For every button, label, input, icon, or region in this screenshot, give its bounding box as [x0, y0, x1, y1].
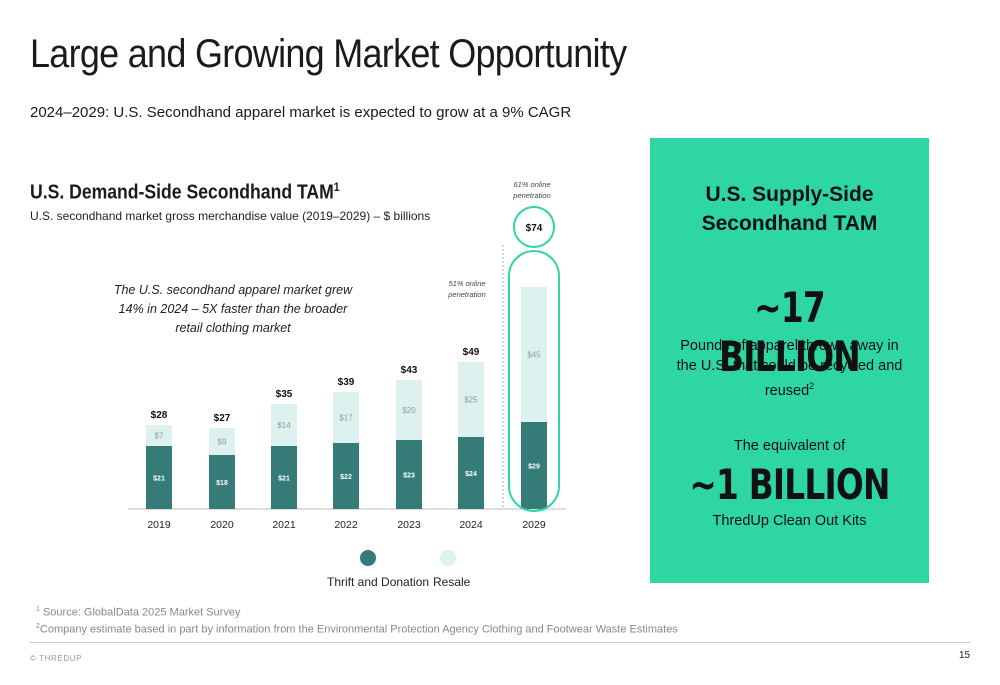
- bar-thrift-2020: [209, 455, 235, 509]
- footnote-1-text: Source: GlobalData 2025 Market Survey: [42, 606, 241, 619]
- footnote-1-marker: 1: [36, 606, 40, 613]
- x-tick-2021: 2021: [272, 519, 296, 531]
- label-resale-2019: $7: [155, 432, 164, 441]
- supply-title-line1: U.S. Supply-Side: [705, 183, 874, 206]
- x-tick-2024: 2024: [459, 519, 483, 531]
- bar-thrift-2022: [333, 443, 359, 509]
- bar-resale-2020: [209, 428, 235, 455]
- pounds-stat: ~17 BILLION: [719, 283, 861, 381]
- label-total-2022: $39: [338, 377, 355, 388]
- annotation-2024-penetration-line1: 51% online: [448, 279, 485, 288]
- label-resale-2024: $25: [464, 396, 478, 405]
- growth-callout: The U.S. secondhand apparel market grew …: [113, 283, 353, 335]
- label-total-2021: $35: [276, 389, 293, 400]
- label-total-2023: $43: [401, 365, 418, 376]
- kits-stat: ~1 BILLION: [689, 460, 890, 509]
- pounds-stat-description: Pounds of apparel thrown away in the U.S…: [670, 336, 909, 401]
- footnote-2: 2Company estimate based in part by infor…: [36, 623, 678, 636]
- label-thrift-2023: $23: [403, 473, 415, 480]
- pounds-desc-footnote-ref: 2: [809, 381, 815, 391]
- chart-subtitle: U.S. secondhand market gross merchandise…: [30, 209, 431, 223]
- x-tick-2023: 2023: [397, 519, 421, 531]
- label-total-2029: $74: [526, 223, 543, 234]
- legend-dot-thrift: [360, 550, 376, 566]
- supply-panel-title: U.S. Supply-Side Secondhand TAM: [650, 180, 929, 238]
- equivalent-label: The equivalent of: [733, 438, 846, 454]
- brand-copyright: © THREDUP: [30, 654, 83, 663]
- label-resale-2022: $17: [339, 414, 353, 423]
- bar-thrift-2021: [271, 446, 297, 509]
- supply-title-line2: Secondhand TAM: [701, 212, 878, 235]
- total-circle-2029: [513, 206, 555, 248]
- legend-label-resale: Resale: [433, 575, 471, 589]
- x-tick-2029: 2029: [522, 519, 546, 531]
- chart-title-text: U.S. Demand-Side Secondhand TAM: [30, 181, 334, 204]
- bar-thrift-2024: [458, 437, 484, 509]
- bar-thrift-2019: [146, 446, 172, 509]
- footnote-2-marker: 2: [36, 623, 40, 630]
- label-resale-2021: $14: [277, 421, 291, 430]
- label-total-2019: $28: [151, 410, 168, 421]
- highlight-outline-2029: [508, 250, 560, 512]
- slide-subtitle: 2024–2029: U.S. Secondhand apparel marke…: [30, 104, 572, 121]
- label-thrift-2019: $21: [153, 476, 165, 483]
- label-thrift-2029: $29: [528, 464, 540, 471]
- label-total-2020: $27: [214, 413, 231, 424]
- label-total-2024: $49: [463, 347, 480, 358]
- x-tick-2022: 2022: [334, 519, 358, 531]
- bar-resale-2023: [396, 380, 422, 440]
- label-thrift-2022: $22: [340, 474, 352, 481]
- footer-divider: [30, 642, 970, 643]
- label-resale-2020: $9: [218, 438, 227, 447]
- supply-side-panel: U.S. Supply-Side Secondhand TAM ~17 BILL…: [650, 138, 929, 583]
- tam-bar-chart: $21 $7 $28 2019 $18 $9 $27 2020 $21 $14 $35 2021 $22…: [128, 180, 566, 531]
- annotation-2029-penetration-line1: 61% online: [513, 180, 550, 189]
- footnote-2-text: Company estimate based in part by inform…: [39, 623, 678, 636]
- bar-thrift-2023: [396, 440, 422, 509]
- label-resale-2023: $20: [402, 406, 416, 415]
- label-thrift-2020: $18: [216, 480, 228, 487]
- bar-thrift-2029: [521, 422, 547, 509]
- label-thrift-2024: $24: [465, 471, 477, 478]
- chart-title: U.S. Demand-Side Secondhand TAM1: [30, 180, 340, 205]
- bar-resale-2019: [146, 425, 172, 446]
- kits-stat-description: ThredUp Clean Out Kits: [712, 513, 867, 529]
- bar-resale-2021: [271, 404, 297, 446]
- slide-title: Large and Growing Market Opportunity: [30, 32, 627, 76]
- chart-title-footnote-ref: 1: [333, 180, 340, 194]
- bar-resale-2029: [521, 287, 547, 422]
- x-tick-2019: 2019: [147, 519, 171, 531]
- page-number: 15: [959, 650, 971, 661]
- pounds-desc-text: Pounds of apparel thrown away in the U.S…: [676, 338, 903, 399]
- annotation-2024-penetration-line2: penetration: [447, 290, 486, 299]
- x-tick-2020: 2020: [210, 519, 234, 531]
- annotation-2029-penetration-line2: penetration: [512, 191, 551, 200]
- legend-label-thrift: Thrift and Donation: [327, 575, 430, 589]
- label-resale-2029: $45: [527, 351, 541, 360]
- legend-dot-resale: [440, 550, 456, 566]
- label-thrift-2021: $21: [278, 476, 290, 483]
- bar-resale-2024: [458, 362, 484, 437]
- bar-resale-2022: [333, 392, 359, 443]
- footnote-1: 1 Source: GlobalData 2025 Market Survey: [36, 606, 240, 619]
